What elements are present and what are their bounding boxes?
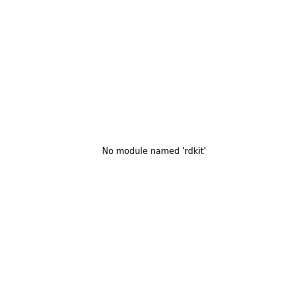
Text: No module named 'rdkit': No module named 'rdkit' bbox=[102, 147, 206, 156]
